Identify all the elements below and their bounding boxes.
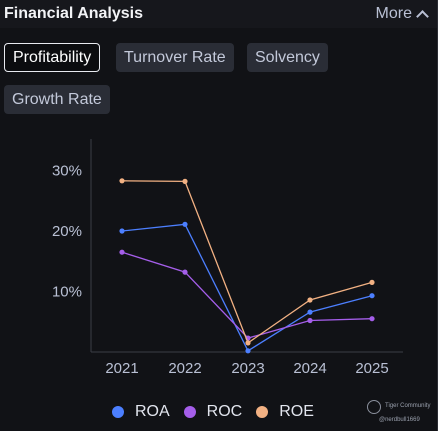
- chart-legend: ROA ROC ROE: [112, 403, 328, 421]
- legend-label-roe: ROE: [279, 403, 314, 420]
- x-tick-label: 2024: [293, 360, 326, 377]
- tiger-logo-icon: [367, 400, 381, 414]
- data-point-roa[interactable]: [119, 228, 125, 234]
- y-tick-label: 10%: [52, 284, 82, 301]
- legend-item-roa[interactable]: ROA: [112, 403, 170, 421]
- series-line-roc: [121, 251, 373, 339]
- panel-title: Financial Analysis: [4, 5, 144, 22]
- legend-label-roa: ROA: [135, 403, 170, 420]
- tab-profitability[interactable]: Profitability: [4, 43, 101, 72]
- chart-series: [119, 178, 375, 354]
- legend-dot-roa: [112, 406, 124, 418]
- legend-item-roe[interactable]: ROE: [256, 403, 314, 421]
- watermark-user: @nerdbull1669: [379, 417, 420, 423]
- legend-dot-roc: [183, 406, 196, 418]
- data-point-roe[interactable]: [119, 178, 125, 184]
- data-point-roa[interactable]: [182, 221, 188, 227]
- watermark-brand: Tiger Community: [385, 403, 431, 409]
- x-tick-label: 2021: [105, 360, 138, 377]
- data-point-roc[interactable]: [369, 316, 375, 322]
- y-tick-label: 30%: [52, 163, 82, 180]
- panel-header: Financial Analysis More: [0, 0, 437, 28]
- y-tick-labels: 10% 20% 30%: [52, 163, 82, 301]
- data-point-roa[interactable]: [307, 309, 313, 315]
- series-line-roa: [121, 223, 373, 352]
- data-point-roc[interactable]: [307, 317, 313, 324]
- data-point-roe[interactable]: [245, 340, 251, 346]
- more-button[interactable]: More: [375, 5, 429, 23]
- watermark: Tiger Community @nerdbull1669: [367, 400, 437, 428]
- series-line-roe: [121, 180, 373, 344]
- x-tick-labels: 2021 2022 2023 2024 2025: [105, 360, 388, 377]
- data-point-roc[interactable]: [182, 269, 188, 275]
- data-point-roe[interactable]: [182, 178, 188, 184]
- x-tick-label: 2025: [355, 360, 388, 377]
- legend-label-roc: ROC: [206, 403, 243, 420]
- tab-growth-rate[interactable]: Growth Rate: [4, 85, 110, 114]
- data-point-roe[interactable]: [369, 279, 375, 285]
- data-point-roa[interactable]: [369, 293, 375, 299]
- data-point-roa[interactable]: [245, 348, 251, 354]
- more-label: More: [375, 5, 412, 22]
- x-tick-label: 2023: [231, 360, 264, 377]
- y-tick-label: 20%: [52, 223, 82, 240]
- legend-dot-roe: [256, 406, 269, 418]
- tab-solvency[interactable]: Solvency: [247, 43, 328, 72]
- data-point-roe[interactable]: [307, 297, 313, 303]
- line-chart: 10% 20% 30% 2021 2022 2023 2024 2025: [52, 139, 403, 377]
- data-point-roc[interactable]: [119, 249, 125, 255]
- x-tick-label: 2022: [168, 360, 201, 377]
- legend-item-roc[interactable]: ROC: [183, 403, 243, 421]
- tab-turnover-rate[interactable]: Turnover Rate: [116, 43, 234, 72]
